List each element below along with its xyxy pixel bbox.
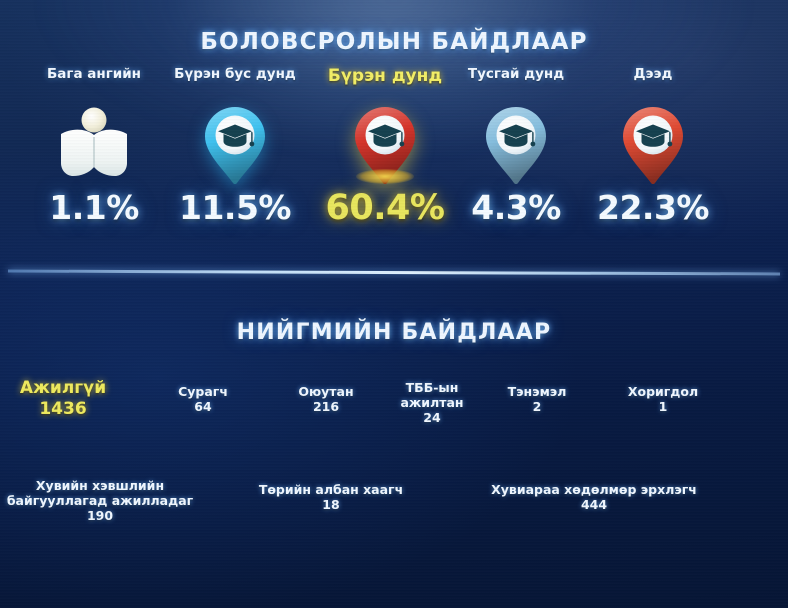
social-stat-value: 190 (86, 508, 114, 523)
social-stat-row1-6: Хоригдол 1 (598, 384, 728, 415)
social-stat-value: 18 (322, 497, 340, 512)
education-stat-value: 60.4% (325, 188, 445, 228)
social-stat-value: 64 (194, 399, 212, 414)
map-pin-graduation-cap-icon (355, 107, 415, 185)
education-stat-icon-wrapper (19, 102, 169, 188)
social-stat-row2-3: Хувиараа хөдөлмөр эрхлэгч 444 (464, 482, 724, 513)
map-pin-graduation-cap-icon (205, 107, 265, 185)
social-stat-label: Ажилгүй (19, 378, 107, 398)
education-stat-5: Дээд 22.3% (578, 66, 728, 227)
section-divider (7, 269, 781, 276)
social-stat-label: Хоригдол (627, 384, 699, 399)
education-stat-value: 4.3% (471, 188, 561, 227)
education-stat-label: Тусгай дунд (467, 66, 565, 82)
social-stat-label: Хувийн хэвшлийн байгууллагад ажилладаг (6, 478, 194, 508)
education-stat-label: Бүрэн дунд (327, 66, 443, 86)
education-stat-1: Бага ангийн 1.1% (19, 66, 169, 227)
education-stat-2: Бүрэн бус дунд 11.5% (160, 66, 310, 227)
social-stat-value: 1 (658, 399, 668, 414)
education-stat-value: 22.3% (597, 188, 710, 227)
education-stat-value: 11.5% (179, 188, 292, 227)
person-reading-book-icon (61, 107, 127, 176)
social-stat-row2-1: Хувийн хэвшлийн байгууллагад ажилладаг 19… (0, 478, 205, 524)
social-stat-row1-5: Тэнэмэл 2 (482, 384, 592, 415)
social-stat-value: 24 (423, 410, 441, 425)
map-pin-graduation-cap-icon (486, 107, 546, 185)
social-stat-value: 444 (580, 497, 608, 512)
education-stats-row: Бага ангийн 1.1% Бүрэн бус дунд (0, 66, 788, 256)
social-stat-row1-4: ТББ-ын ажилтан 24 (372, 380, 492, 426)
social-stat-row2-2: Төрийн албан хаагч 18 (226, 482, 436, 513)
education-stat-icon-wrapper (441, 102, 591, 188)
education-section-title: БОЛОВСРОЛЫН БАЙДЛААР (200, 29, 588, 55)
social-stat-label: Оюутан (298, 384, 354, 399)
social-stat-value: 1436 (39, 399, 87, 419)
social-stat-row1-1: Ажилгүй 1436 (0, 378, 133, 420)
education-stat-label: Бага ангийн (47, 66, 141, 82)
social-stat-value: 216 (312, 399, 340, 414)
map-pin-graduation-cap-icon (623, 107, 683, 185)
education-stat-label: Бүрэн бус дунд (174, 66, 296, 82)
social-stat-row1-3: Оюутан 216 (266, 384, 386, 415)
social-stat-value: 2 (532, 399, 542, 414)
education-stat-icon-wrapper (578, 102, 728, 188)
social-stat-label: ТББ-ын ажилтан (400, 380, 464, 410)
education-stat-label: Дээд (633, 66, 673, 82)
social-stat-label: Тэнэмэл (507, 384, 567, 399)
education-stat-icon-wrapper (160, 102, 310, 188)
education-stat-3: Бүрэн дунд 60.4% (310, 66, 460, 228)
social-section-title: НИЙГМИЙН БАЙДЛААР (236, 320, 552, 345)
education-stat-4: Тусгай дунд 4.3% (441, 66, 591, 227)
education-stat-value: 1.1% (49, 188, 139, 227)
social-stat-label: Сурагч (178, 384, 228, 399)
education-stat-icon-wrapper (310, 102, 460, 188)
social-stat-label: Төрийн албан хаагч (258, 482, 404, 497)
social-stat-label: Хувиараа хөдөлмөр эрхлэгч (491, 482, 697, 497)
social-stat-row1-2: Сурагч 64 (143, 384, 263, 415)
highlight-base-glow (356, 168, 414, 184)
